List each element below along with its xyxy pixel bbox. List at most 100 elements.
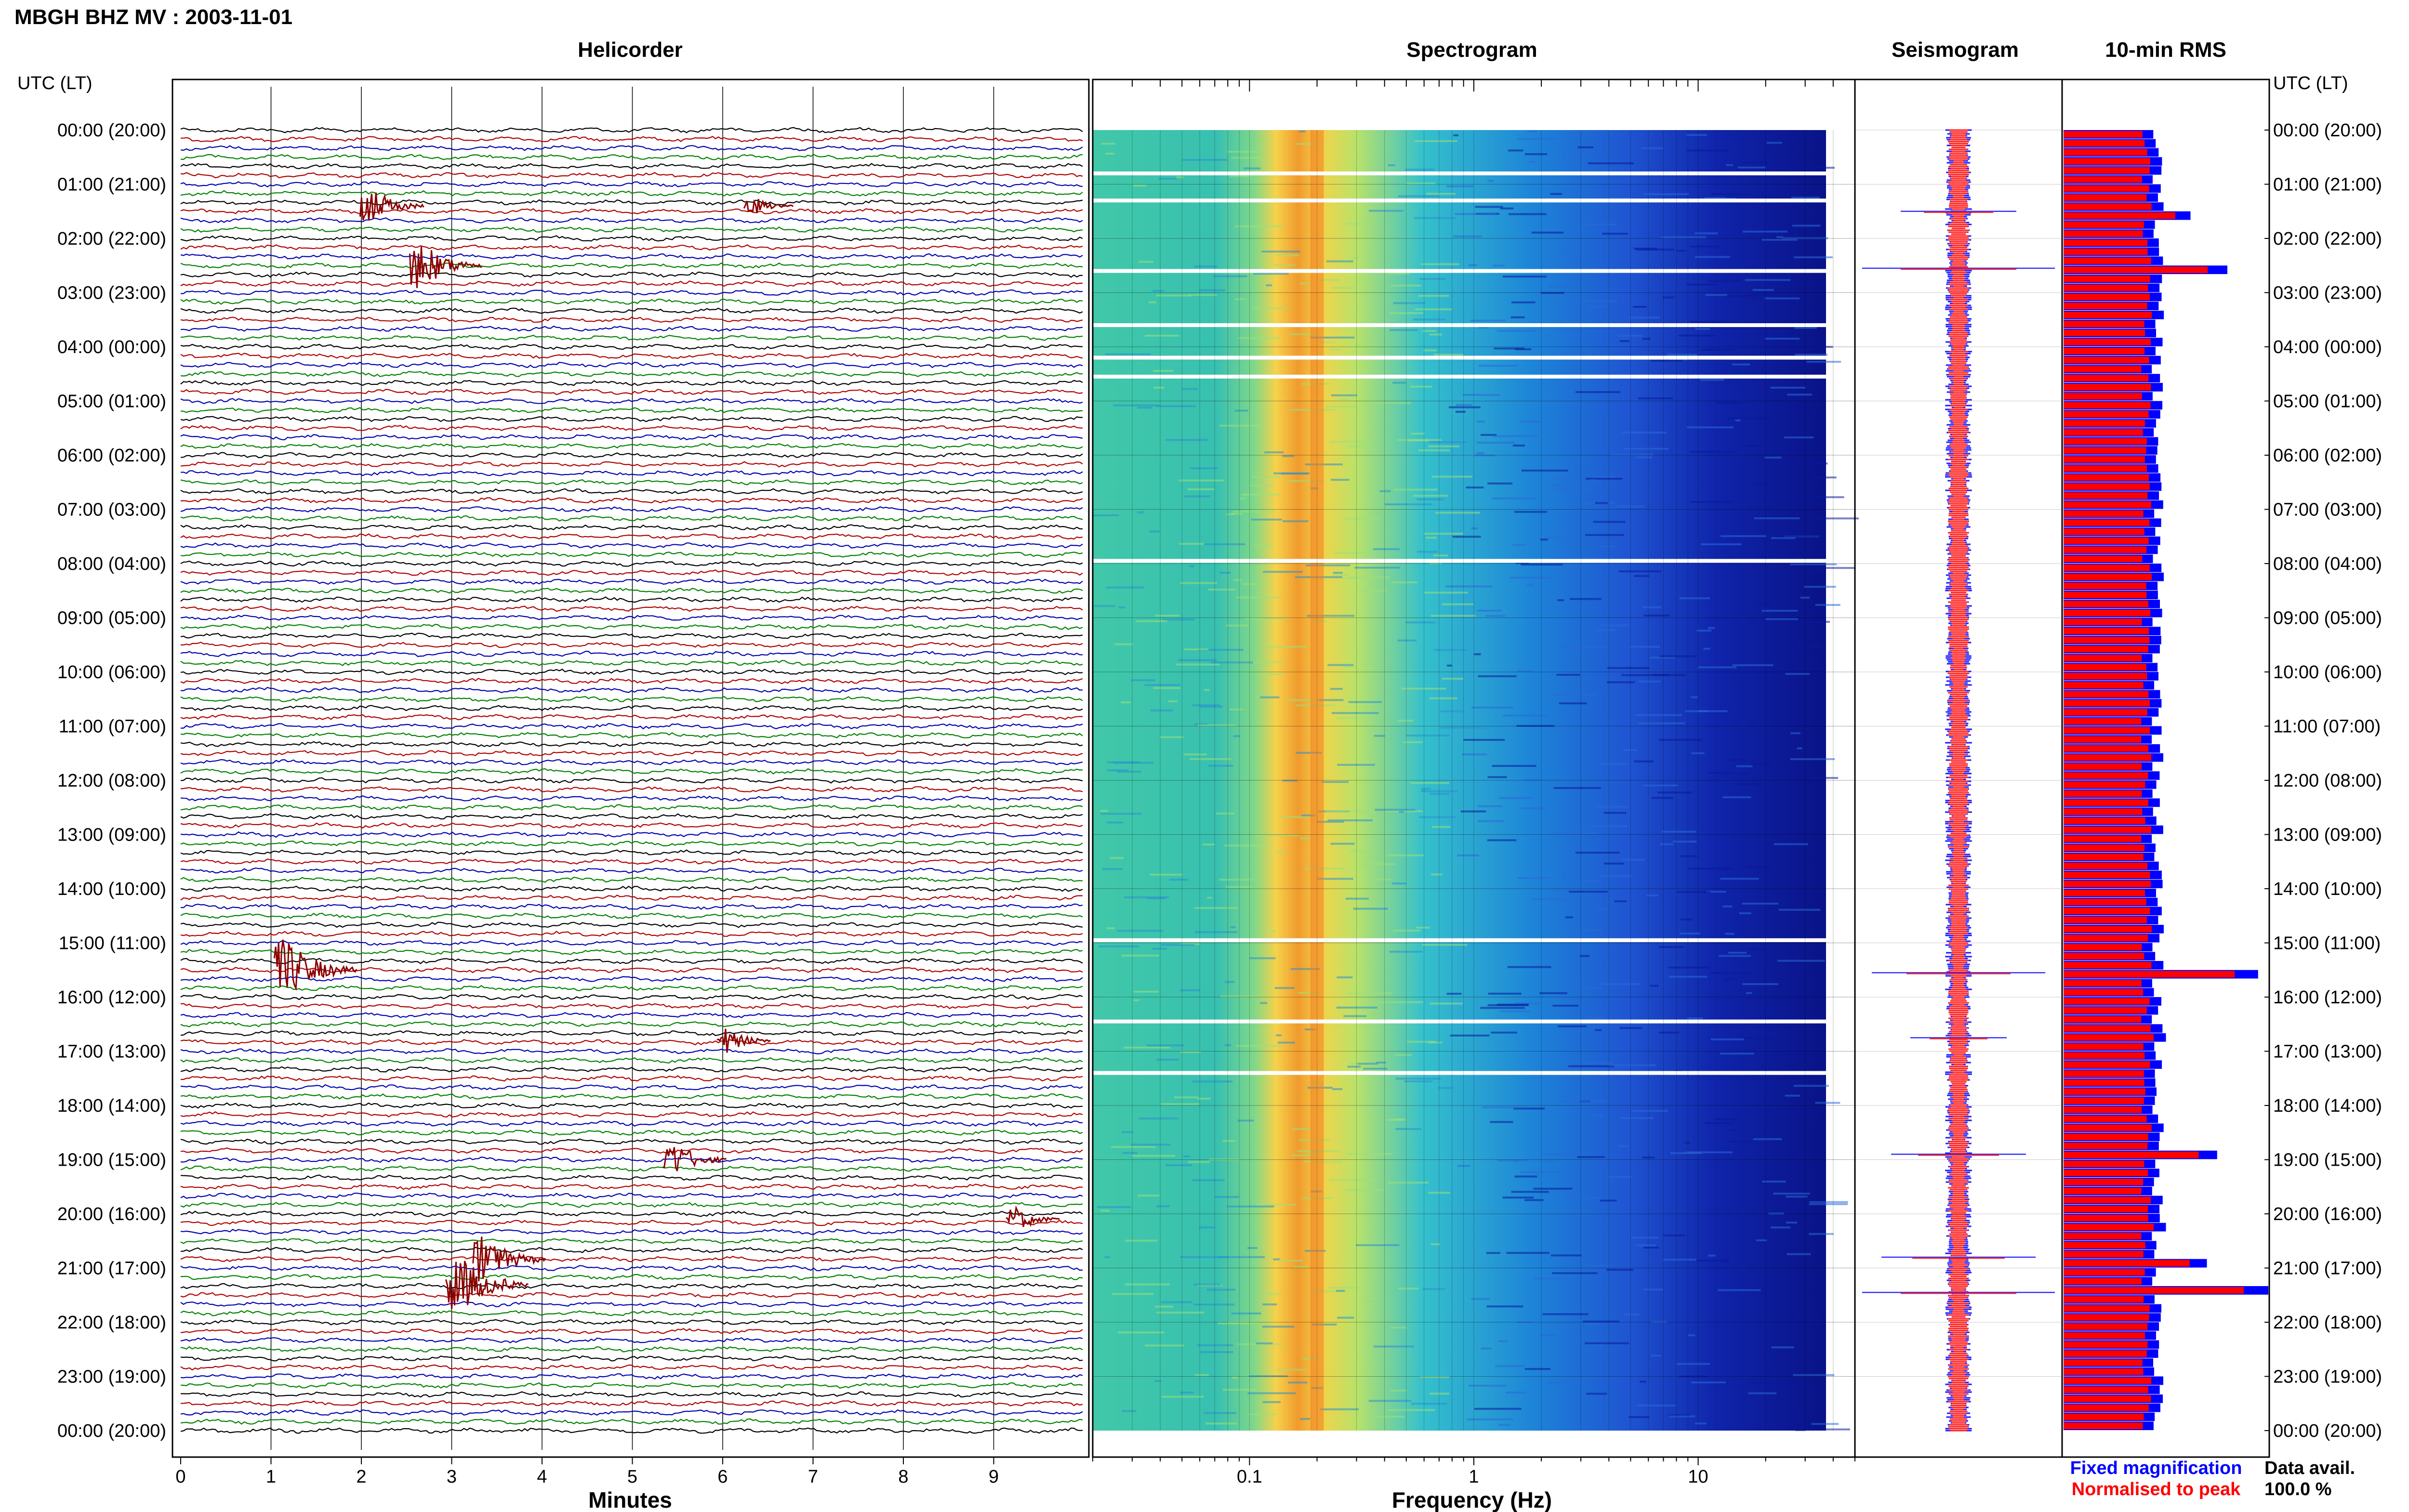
spectrogram-texture (1643, 1247, 1659, 1249)
spectrogram-texture (1161, 1301, 1193, 1303)
helicorder-trace (180, 1310, 1083, 1316)
spectrogram-texture (1474, 1407, 1522, 1410)
spectrogram-texture (1728, 759, 1747, 762)
spectrogram-texture (1429, 793, 1450, 795)
spectrogram-texture (1133, 990, 1159, 993)
spectrogram-texture (1765, 297, 1800, 300)
spectrogram-texture (1266, 645, 1307, 648)
spectrogram-texture (1200, 1351, 1233, 1354)
spectrogram-texture (1423, 349, 1437, 352)
spectrogram-texture (1176, 663, 1220, 666)
spectrogram-texture (1215, 1196, 1239, 1198)
helicorder-trace (180, 127, 1083, 133)
spectrogram-texture (1815, 604, 1840, 606)
rms-bar-normalised (2064, 1170, 2148, 1176)
spectrogram-texture (1337, 976, 1353, 979)
spectrogram-texture (1452, 536, 1481, 538)
rms-bar-normalised (2064, 844, 2145, 851)
spectrogram-texture (1641, 147, 1663, 149)
helicorder-trace (180, 686, 1083, 694)
spectrogram-texture (1619, 340, 1630, 342)
spectrogram-texture (1629, 316, 1660, 319)
spectrogram-texture (1368, 1400, 1412, 1402)
spectrogram-texture (1808, 462, 1828, 465)
spectrogram-texture (1686, 426, 1734, 429)
spectrogram-texture (1493, 264, 1505, 267)
helicorder-trace (180, 470, 1083, 476)
spectrogram-texture (1466, 486, 1484, 489)
spectrogram-texture (1736, 765, 1753, 767)
helicorder-trace (180, 1111, 1083, 1118)
spectrogram-texture (1116, 771, 1142, 773)
spectrogram-texture (1551, 1254, 1582, 1257)
spectrogram-texture (1105, 152, 1114, 155)
spectrogram-texture (1429, 697, 1457, 699)
spectrogram-texture (1290, 968, 1320, 970)
spectrogram-texture (1332, 1088, 1343, 1091)
spectrogram-texture (1604, 862, 1625, 865)
helicorder-trace (180, 452, 1083, 459)
helicorder-trace (180, 226, 1083, 233)
helicorder-trace (180, 262, 1083, 269)
spectrogram-texture (1408, 439, 1429, 442)
spectrogram-texture (1099, 945, 1139, 947)
spectrogram-texture (1585, 1342, 1629, 1344)
spectrogram-texture (1565, 916, 1573, 919)
spectrogram-texture (1397, 720, 1414, 722)
rms-bar-normalised (2064, 239, 2148, 246)
spectrogram-texture (1319, 341, 1336, 343)
spectrogram-texture (1725, 933, 1734, 935)
rms-bar-normalised (2064, 1016, 2142, 1023)
helicorder-trace (180, 1427, 1083, 1434)
spectrogram-texture (1299, 837, 1313, 840)
helicorder-frame (172, 79, 1090, 1458)
rms-bar-normalised (2064, 420, 2145, 427)
spectrogram-texture (1392, 381, 1406, 384)
spectrogram-texture (1782, 237, 1828, 239)
helicorder-trace (180, 786, 1083, 793)
spectrogram-texture (1497, 330, 1537, 332)
spectrogram-texture (1184, 648, 1209, 651)
spectrogram-texture (1294, 1266, 1308, 1268)
spectrogram-texture (1514, 1175, 1537, 1178)
spectrogram-texture (1106, 586, 1144, 589)
spectrogram-texture (1657, 791, 1693, 794)
spectrogram-texture (1392, 581, 1417, 584)
helicorder-trace (180, 190, 1083, 197)
helicorder-trace (180, 1409, 1083, 1416)
spectrogram-texture (1187, 488, 1215, 490)
spectrogram-texture (1797, 747, 1802, 749)
spectrogram-texture (1600, 545, 1615, 548)
spectrogram-texture (1231, 1377, 1238, 1379)
spectrogram-texture (1377, 1001, 1423, 1003)
spectrogram-texture (1169, 879, 1189, 881)
helicorder-trace (180, 669, 1083, 675)
spectrogram-texture (1631, 1110, 1668, 1112)
spectrogram-texture (1720, 878, 1759, 880)
spectrogram-texture (1497, 1159, 1517, 1162)
spectrogram-texture (1289, 333, 1317, 335)
spectrogram-texture (1629, 645, 1660, 648)
spectrogram-texture (1347, 1153, 1393, 1155)
rms-bar-normalised (2064, 456, 2145, 463)
spectrogram-texture (1561, 158, 1587, 161)
spectrogram-texture (1621, 858, 1645, 861)
spectrogram-texture (1273, 264, 1296, 266)
spectrogram-texture (1447, 664, 1452, 667)
spectrogram-texture (1593, 521, 1626, 523)
helicorder-trace (180, 1364, 1083, 1371)
helicorder-trace (180, 975, 1083, 983)
spectrogram-texture (1156, 294, 1191, 297)
helicorder-x-tick-label: 9 (989, 1467, 999, 1487)
rms-bar-normalised (2064, 907, 2150, 915)
spectrogram-texture (1540, 539, 1548, 541)
helicorder-trace (180, 1039, 1083, 1046)
spectrogram-texture (1273, 1258, 1280, 1261)
spectrogram-texture (1787, 1253, 1811, 1255)
spectrogram-texture (1707, 280, 1741, 282)
spectrogram-texture (1790, 758, 1835, 761)
spectrogram-texture (1389, 950, 1423, 953)
spectrogram-texture (1799, 688, 1806, 691)
rms-bar-normalised (2064, 375, 2149, 381)
spectrogram-texture (1266, 284, 1272, 287)
